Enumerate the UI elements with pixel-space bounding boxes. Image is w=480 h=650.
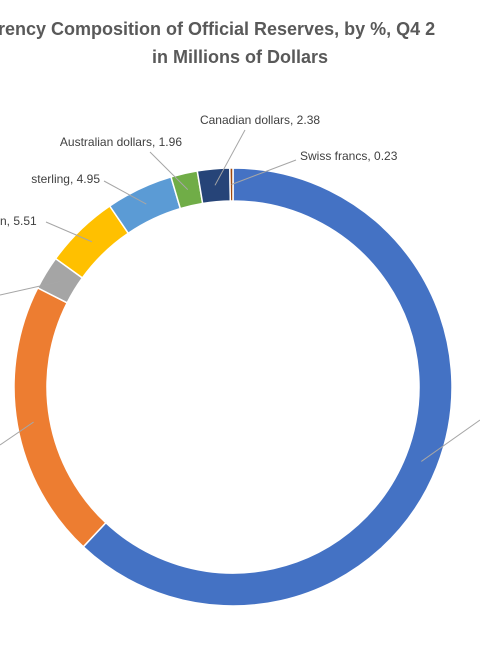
doughnut-segment (229, 167, 234, 202)
leader-line (0, 421, 34, 446)
leader-line (45, 221, 93, 243)
leader-line (103, 180, 147, 205)
doughnut-segment (82, 167, 453, 607)
data-label: Australian dollars, 1.96 (60, 135, 182, 149)
leader-line (231, 159, 297, 185)
data-label: Swiss francs, 0.23 (300, 149, 398, 163)
leader-line (0, 280, 61, 296)
data-label: sterling, 4.95 (31, 172, 100, 186)
leader-line (421, 419, 480, 462)
leader-line (149, 151, 189, 190)
data-label: Canadian dollars, 2.38 (200, 113, 320, 127)
data-label: n, 5.51 (0, 214, 37, 228)
doughnut-segment (13, 286, 107, 548)
leader-line (214, 129, 246, 186)
chart-title: rency Composition of Official Reserves, … (0, 19, 435, 39)
doughnut-segment (196, 167, 232, 205)
chart-subtitle: in Millions of Dollars (152, 47, 328, 67)
